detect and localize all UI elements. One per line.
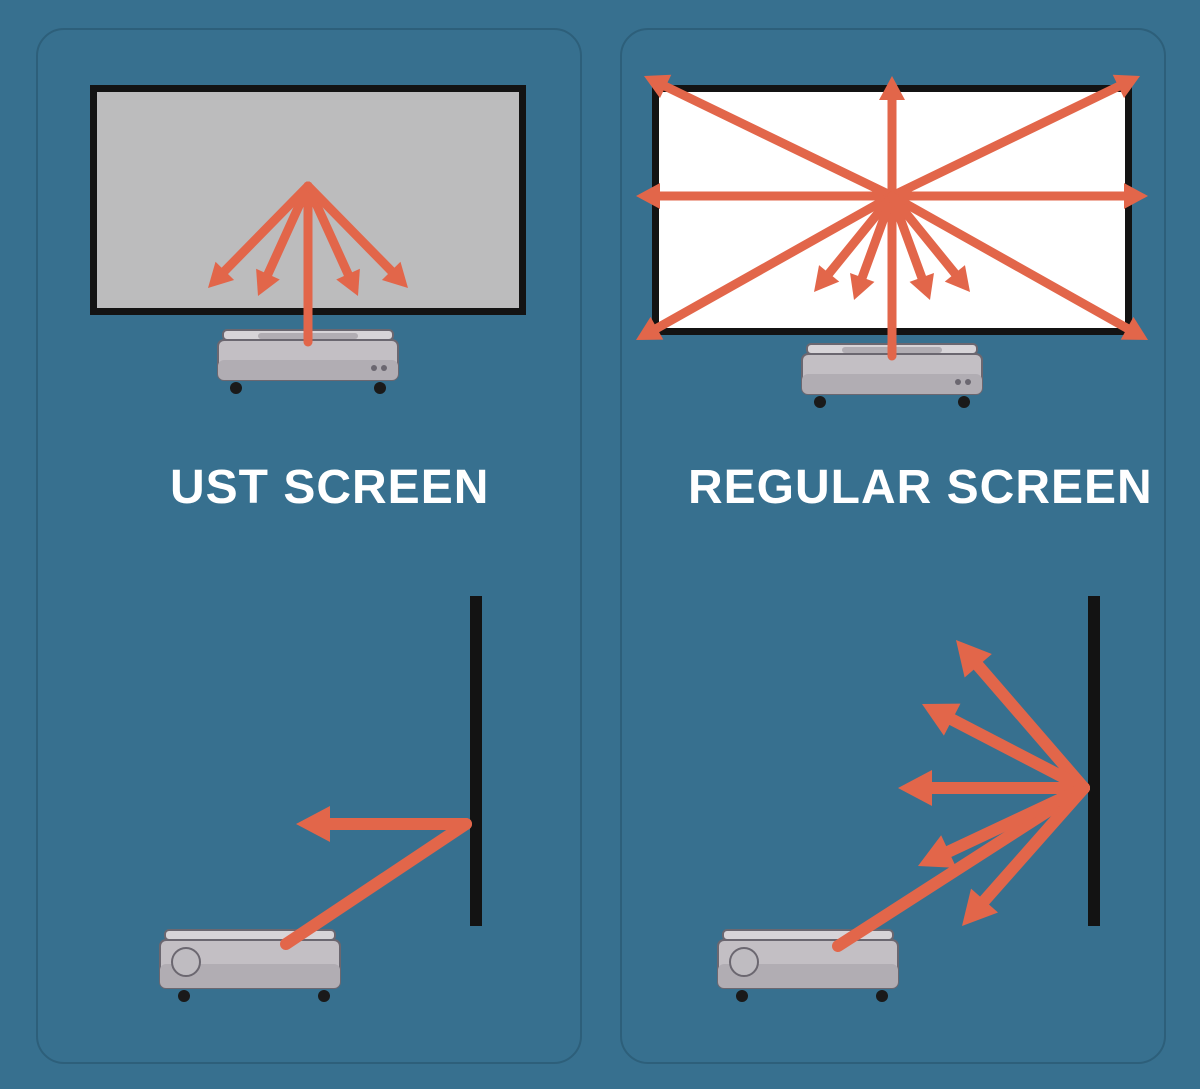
label-ust: UST SCREEN	[170, 460, 489, 515]
regular-side-arrows	[838, 640, 1084, 946]
regular-side-screen-bar	[1088, 596, 1100, 926]
regular-projector-side	[718, 930, 898, 1002]
regular-side-diagram	[0, 0, 1200, 1089]
infographic-container: UST SCREEN REGULAR SCREEN	[0, 0, 1200, 1089]
label-regular: REGULAR SCREEN	[688, 460, 1153, 515]
